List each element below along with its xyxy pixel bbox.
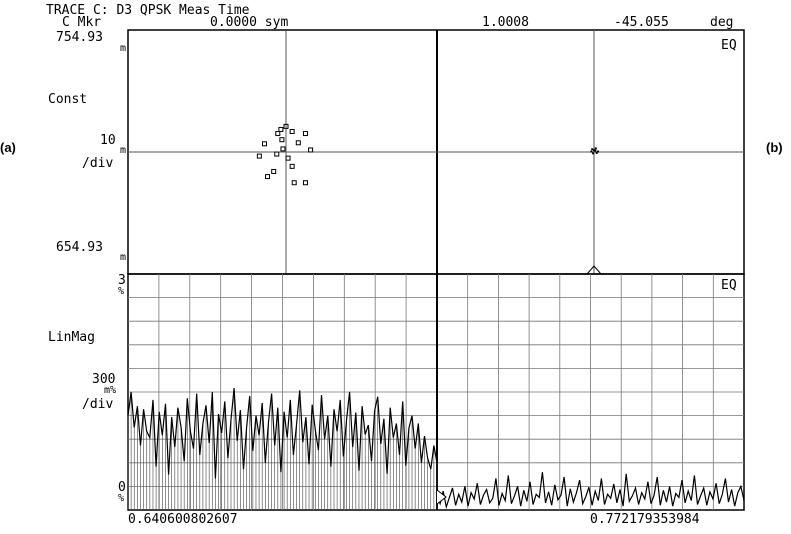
const-per-div: /div bbox=[82, 156, 114, 171]
constellation-point bbox=[265, 174, 271, 180]
trace-line bbox=[127, 388, 438, 479]
linmag-x-stop: 0.772179353984 bbox=[590, 512, 700, 527]
linmag-bottom-unit: % bbox=[118, 493, 125, 504]
const-bottom-unit: m bbox=[120, 252, 127, 263]
constellation-point bbox=[308, 147, 314, 153]
constellation-point bbox=[271, 168, 277, 174]
constellation-point bbox=[302, 180, 308, 186]
marker-triangle-icon bbox=[586, 265, 602, 275]
linmag-format: LinMag bbox=[48, 330, 95, 345]
linmag-eq-label: EQ bbox=[721, 278, 737, 293]
figure-label-a: (a) bbox=[0, 140, 16, 155]
constellation-point bbox=[594, 147, 597, 150]
figure-label-b: (b) bbox=[766, 140, 783, 155]
linmag-left-trace bbox=[127, 388, 438, 510]
const-scale-value: 10 bbox=[100, 133, 116, 148]
linmag-scale-value: 300 bbox=[92, 372, 116, 387]
const-format: Const bbox=[48, 92, 88, 107]
linmag-x-start: 0.640600802607 bbox=[128, 512, 238, 527]
const-bottom-value: 654.93 bbox=[56, 240, 103, 255]
constellation-point bbox=[593, 149, 595, 152]
constellation-point bbox=[261, 141, 267, 147]
left-constellation-points bbox=[256, 123, 314, 186]
marker-magnitude: 1.0008 bbox=[482, 15, 529, 30]
constellation-point bbox=[595, 151, 598, 154]
marker-label: C Mkr bbox=[62, 15, 102, 30]
constellation-point bbox=[289, 129, 295, 135]
trace-title: TRACE C: D3 QPSK Meas Time bbox=[46, 3, 250, 18]
constellation-point bbox=[279, 137, 285, 143]
marker-value: 0.0000 sym bbox=[210, 15, 289, 30]
linmag-top-value: 3 bbox=[118, 273, 126, 288]
linmag-scale-unit: m% bbox=[104, 385, 117, 396]
constellation-point bbox=[591, 148, 594, 151]
constellation-point bbox=[302, 131, 308, 137]
const-scale-unit: m bbox=[120, 145, 127, 156]
trace-line bbox=[436, 472, 745, 510]
constellation-point bbox=[592, 152, 595, 155]
linmag-per-div: /div bbox=[82, 397, 114, 412]
const-top-value: 754.93 bbox=[56, 30, 103, 45]
constellation-point bbox=[283, 123, 289, 129]
const-eq-label: EQ bbox=[721, 38, 737, 53]
constellation-point bbox=[278, 126, 284, 132]
linmag-bottom-value: 0 bbox=[118, 480, 126, 495]
constellation-point bbox=[590, 150, 593, 153]
linmag-top-unit: % bbox=[118, 286, 125, 297]
constellation-point bbox=[289, 163, 295, 169]
constellation-point bbox=[295, 140, 301, 146]
constellation-point bbox=[291, 180, 297, 186]
marker-unit: deg bbox=[710, 15, 734, 30]
constellation-point bbox=[256, 153, 262, 159]
constellation-point bbox=[285, 155, 291, 161]
constellation-point bbox=[275, 131, 281, 137]
constellation-point bbox=[594, 149, 597, 152]
linmag-right-trace bbox=[436, 472, 745, 510]
constellation-point bbox=[597, 150, 600, 153]
right-constellation-points bbox=[590, 147, 600, 155]
const-top-unit: m bbox=[120, 43, 127, 54]
constellation-point bbox=[280, 146, 286, 152]
constellation-point bbox=[274, 151, 280, 157]
marker-phase: -45.055 bbox=[614, 15, 669, 30]
ref-marker-icon bbox=[436, 489, 447, 505]
